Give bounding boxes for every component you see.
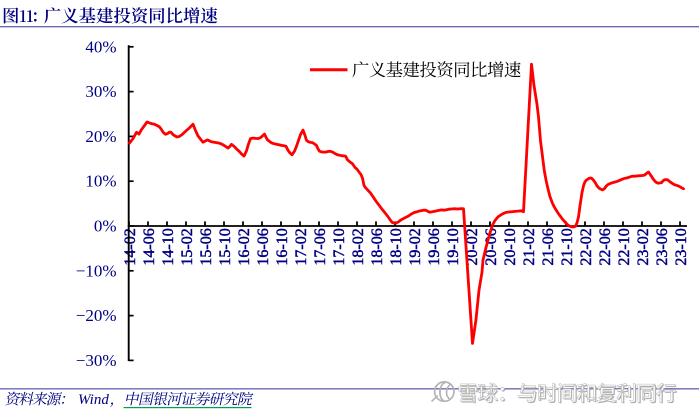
svg-text:−10%: −10% [76,261,117,280]
svg-text:23-10: 23-10 [673,228,690,265]
svg-text:−30%: −30% [76,351,117,370]
svg-text:17-10: 17-10 [331,228,348,265]
svg-text:18-06: 18-06 [369,228,386,265]
svg-text:23-06: 23-06 [654,228,671,265]
svg-text:16-06: 16-06 [255,228,272,265]
svg-text:14-10: 14-10 [160,228,177,265]
svg-text:30%: 30% [85,82,116,101]
svg-text:19-02: 19-02 [407,228,424,265]
svg-text:20%: 20% [85,127,116,146]
svg-text:16-10: 16-10 [274,228,291,265]
svg-text:22-02: 22-02 [578,228,595,265]
svg-text:23-02: 23-02 [635,228,652,265]
svg-text:15-06: 15-06 [198,228,215,265]
svg-text:21-06: 21-06 [540,228,557,265]
svg-text:10%: 10% [85,172,116,191]
svg-text:14-06: 14-06 [141,228,158,265]
svg-text:20-10: 20-10 [502,228,519,265]
svg-text:17-06: 17-06 [312,228,329,265]
svg-text:0%: 0% [94,217,117,236]
svg-text:15-10: 15-10 [217,228,234,265]
svg-text:Wind: Wind [78,392,109,408]
svg-text:20-02: 20-02 [464,228,481,265]
svg-text:−20%: −20% [76,306,117,325]
svg-text:22-10: 22-10 [616,228,633,265]
svg-text:18-10: 18-10 [388,228,405,265]
svg-text:21-02: 21-02 [521,228,538,265]
svg-text:19-06: 19-06 [426,228,443,265]
svg-text:18-02: 18-02 [350,228,367,265]
svg-text:17-02: 17-02 [293,228,310,265]
svg-text:14-02: 14-02 [122,228,139,265]
svg-text:40%: 40% [85,37,116,56]
svg-text:21-10: 21-10 [559,228,576,265]
svg-text:15-02: 15-02 [179,228,196,265]
svg-text:22-06: 22-06 [597,228,614,265]
svg-text:19-10: 19-10 [445,228,462,265]
svg-text:16-02: 16-02 [236,228,253,265]
